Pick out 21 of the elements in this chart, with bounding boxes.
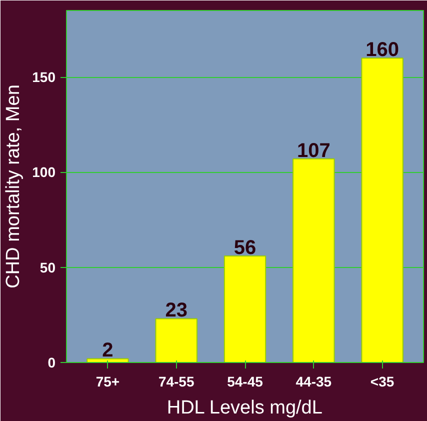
data-label: 23: [165, 300, 188, 322]
y-tick-label: 150: [32, 69, 56, 86]
x-tick-label: 44-35: [296, 374, 332, 390]
data-label: 107: [296, 140, 330, 162]
x-tick-label: 75+: [96, 374, 120, 390]
y-axis-title: CHD mortality rate, Men: [3, 84, 24, 288]
data-label: 56: [234, 236, 256, 259]
x-tick-label: <35: [370, 374, 394, 390]
x-tick-label: 74-55: [158, 374, 194, 390]
bar: [361, 58, 404, 362]
y-tick-label: 50: [40, 259, 56, 276]
y-tick-label: 100: [32, 164, 56, 180]
x-axis-title: HDL Levels mg/dL: [166, 398, 322, 418]
data-label: 160: [366, 39, 399, 62]
data-label: 2: [102, 340, 114, 362]
x-tick-label: 54-45: [227, 374, 264, 390]
y-tick-label: 0: [48, 354, 56, 370]
bar: [86, 358, 129, 362]
bar: [224, 255, 266, 362]
bar: [292, 158, 335, 362]
bar: [155, 318, 198, 362]
